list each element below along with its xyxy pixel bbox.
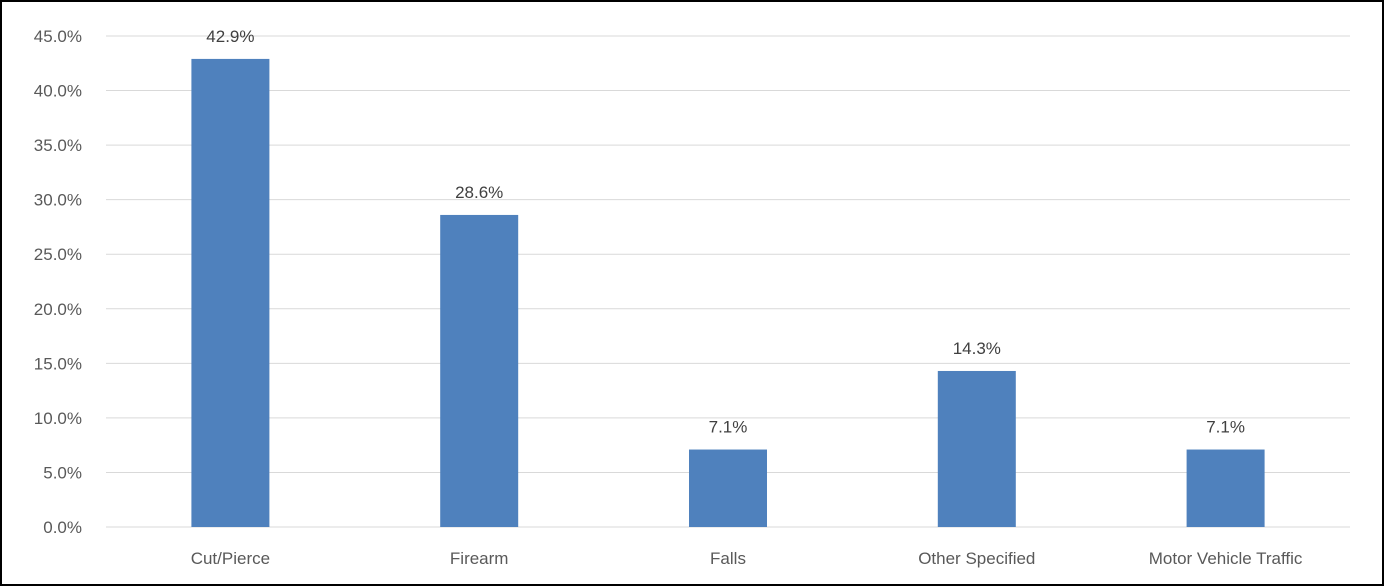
x-tick-label: Cut/Pierce (191, 549, 270, 568)
y-tick-label: 20.0% (34, 300, 82, 319)
y-tick-label: 25.0% (34, 245, 82, 264)
bar (937, 370, 1016, 527)
bar (191, 58, 270, 528)
data-labels: 42.9% 28.6% 7.1% 14.3% 7.1% (206, 27, 1245, 437)
data-label: 28.6% (455, 183, 503, 202)
y-tick-label: 30.0% (34, 191, 82, 210)
bar (440, 214, 519, 528)
x-tick-label: Falls (710, 549, 746, 568)
y-tick-label: 15.0% (34, 354, 82, 373)
data-label: 14.3% (953, 339, 1001, 358)
x-tick-label: Other Specified (918, 549, 1035, 568)
gridlines (106, 35, 1350, 528)
x-axis-ticks: Cut/Pierce Firearm Falls Other Specified Mot… (191, 549, 1303, 568)
y-tick-label: 0.0% (43, 518, 82, 537)
bars (191, 58, 1265, 528)
bar (689, 449, 767, 527)
y-tick-label: 35.0% (34, 136, 82, 155)
data-label: 7.1% (1206, 418, 1245, 437)
y-tick-label: 10.0% (34, 409, 82, 428)
y-tick-label: 5.0% (43, 463, 82, 482)
y-tick-label: 45.0% (34, 27, 82, 46)
data-label: 7.1% (709, 418, 748, 437)
x-tick-label: Firearm (450, 549, 509, 568)
bar (1186, 449, 1265, 527)
x-tick-label: Motor Vehicle Traffic (1149, 549, 1303, 568)
y-axis-ticks: 0.0% 5.0% 10.0% 15.0% 20.0% 25.0% 30.0% 35.0% 40… (34, 27, 82, 537)
data-label: 42.9% (206, 27, 254, 46)
y-tick-label: 40.0% (34, 82, 82, 101)
